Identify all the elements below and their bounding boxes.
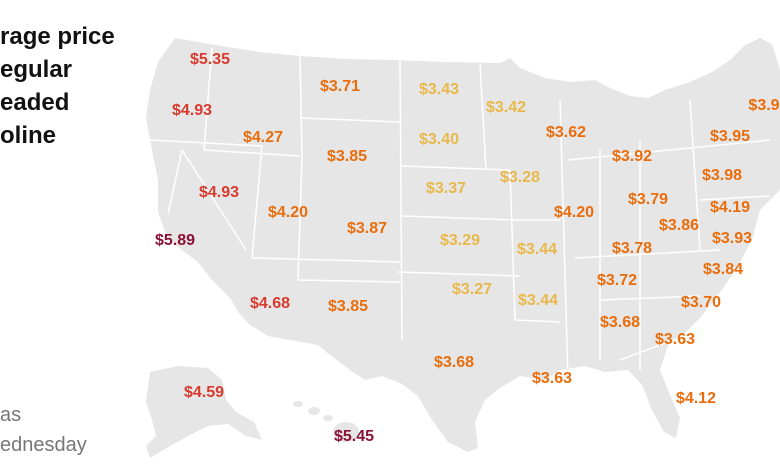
price-labels: $5.35 $4.93 $4.27 $3.71 $3.43 $3.42 $3.40 $3.85… (155, 51, 780, 445)
price-label: $3.42 (486, 99, 526, 116)
price-label: $4.20 (268, 204, 308, 221)
price-label: $3.27 (452, 281, 492, 298)
price-label: $3.78 (612, 240, 652, 257)
price-label: $3.68 (434, 354, 474, 371)
price-label: $3.44 (517, 241, 557, 258)
date-note: as ednesday (0, 404, 87, 456)
price-label: $3.85 (327, 148, 367, 165)
price-label: $4.19 (710, 199, 750, 216)
price-label: $3.28 (500, 169, 540, 186)
price-label: $3.95 (710, 128, 750, 145)
price-label: $3.98 (702, 167, 742, 184)
price-label: $3.43 (419, 81, 459, 98)
price-label: $4.68 (250, 295, 290, 312)
price-label: $4.20 (554, 204, 594, 221)
price-label: $3.70 (681, 294, 721, 311)
alaska-shape (146, 366, 262, 458)
price-label: $4.93 (199, 184, 239, 201)
price-label: $3.44 (518, 292, 558, 309)
price-label: $3.92 (612, 148, 652, 165)
price-label: $5.35 (190, 51, 230, 68)
state-borders (149, 47, 771, 381)
price-label: $4.59 (184, 384, 224, 401)
hawaii-shape (293, 401, 359, 442)
price-label: $3.62 (546, 124, 586, 141)
price-label: $3.84 (703, 261, 743, 278)
price-label: $3.63 (532, 370, 572, 387)
price-label: $4.12 (676, 390, 716, 407)
price-label: $3.29 (440, 232, 480, 249)
price-label: $3.9 (748, 97, 779, 114)
price-label: $4.93 (172, 102, 212, 119)
price-label: $3.85 (328, 298, 368, 315)
price-label: $3.86 (659, 217, 699, 234)
price-label: $3.40 (419, 131, 459, 148)
price-label: $3.68 (600, 314, 640, 331)
price-label: $3.93 (712, 230, 752, 247)
price-label: $3.63 (655, 331, 695, 348)
price-label: $3.79 (628, 191, 668, 208)
map-title: rage price egular eaded oline (0, 23, 115, 149)
price-label: $3.71 (320, 78, 360, 95)
price-label: $4.27 (243, 129, 283, 146)
price-label: $5.89 (155, 232, 195, 249)
price-label: $3.72 (597, 272, 637, 289)
price-label: $5.45 (334, 428, 374, 445)
map-land (146, 38, 780, 458)
us-mainland-shape (146, 38, 780, 452)
price-label: $3.37 (426, 180, 466, 197)
price-label: $3.87 (347, 220, 387, 237)
